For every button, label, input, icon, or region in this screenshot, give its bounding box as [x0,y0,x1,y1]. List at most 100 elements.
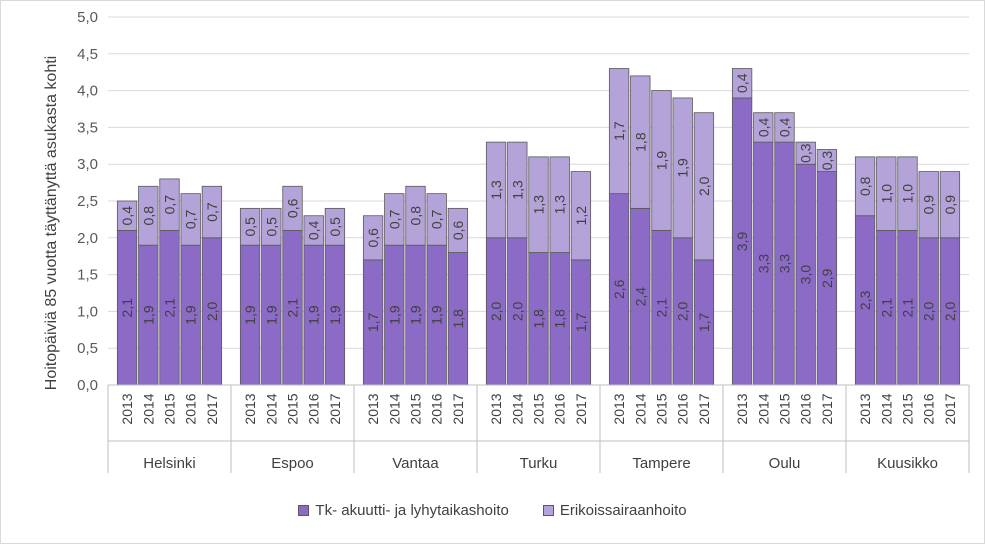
bar-segment-erikoissairaanhoito [854,156,876,217]
x-tick-label-year: 2016 [183,393,199,424]
bar-segment-erikoissairaanhoito [731,68,753,99]
bar-segment-erikoissairaanhoito [608,68,630,195]
x-tick-label-year: 2015 [408,393,424,424]
data-label-tk: 2,0 [675,301,691,321]
legend-swatch-tk [298,505,310,516]
bar-segment-erikoissairaanhoito [362,215,384,261]
bar-segment-erikoissairaanhoito [159,178,180,231]
y-tick-label: 0,0 [77,377,98,394]
data-label-erikoissairaanhoito: 0,7 [183,209,199,229]
data-label-erikoissairaanhoito: 0,7 [386,209,402,229]
data-label-erikoissairaanhoito: 2,0 [696,176,712,196]
data-label-tk: 2,9 [819,268,835,288]
data-label-erikoissairaanhoito: 1,7 [611,121,627,141]
data-label-tk: 1,9 [306,305,322,325]
data-label-tk: 1,9 [386,305,402,325]
data-label-erikoissairaanhoito: 0,8 [408,206,424,226]
data-label-erikoissairaanhoito: 1,8 [632,132,648,152]
data-label-tk: 1,9 [242,305,258,325]
bar-segment-erikoissairaanhoito [282,185,303,231]
data-label-erikoissairaanhoito: 0,5 [327,217,343,237]
y-tick-label: 5,0 [77,9,98,26]
x-group-label: Helsinki [143,455,196,472]
bar-segment-erikoissairaanhoito [507,141,528,239]
y-tick-label: 2,0 [77,230,98,247]
bar-segment-erikoissairaanhoito [138,185,159,246]
x-tick-label-year: 2013 [611,393,627,424]
x-tick-label-year: 2015 [654,393,670,424]
bar-segment-erikoissairaanhoito [939,171,961,239]
x-tick-label-year: 2013 [119,393,135,424]
data-label-erikoissairaanhoito: 1,3 [509,180,525,200]
data-label-tk: 2,0 [942,301,958,321]
data-label-tk: 2,6 [611,279,627,299]
x-tick-label-year: 2017 [327,393,343,424]
bar-segment-erikoissairaanhoito [303,215,324,246]
data-label-erikoissairaanhoito: 0,9 [942,195,958,215]
data-label-erikoissairaanhoito: 0,4 [777,117,793,137]
data-label-erikoissairaanhoito: 0,6 [285,198,301,218]
x-tick-label-year: 2017 [204,393,220,424]
x-tick-label-year: 2014 [386,393,402,424]
x-tick-label-year: 2013 [734,393,750,424]
bar-segment-erikoissairaanhoito [447,207,469,253]
x-group-label: Oulu [769,455,801,472]
x-tick-label-year: 2017 [450,393,466,424]
x-group-label: Kuusikko [877,455,938,472]
data-label-tk: 1,8 [531,309,547,329]
bar-segment-erikoissairaanhoito [693,112,715,261]
x-group-label: Vantaa [392,455,439,472]
bar-segment-erikoissairaanhoito [426,193,447,246]
data-label-tk: 2,0 [488,301,504,321]
legend: Tk- akuutti- ja lyhytaikashoito Erikoiss… [0,502,985,519]
data-label-tk: 3,9 [734,232,750,252]
x-tick-label-year: 2014 [263,393,279,424]
data-label-tk: 1,9 [140,305,156,325]
data-label-tk: 2,0 [921,301,937,321]
bar-segment-erikoissairaanhoito [918,171,939,239]
x-tick-label-year: 2013 [488,393,504,424]
x-tick-label-year: 2017 [819,393,835,424]
x-tick-label-year: 2017 [573,393,589,424]
x-tick-label-year: 2013 [242,393,258,424]
legend-item-erikoissairaanhoito: Erikoissairaanhoito [542,502,687,519]
y-axis-title: Hoitopäiviä 85 vuotta täyttänyttä asukas… [43,56,60,390]
x-tick-label-year: 2013 [857,393,873,424]
data-label-tk: 1,9 [263,305,279,325]
data-label-tk: 2,1 [878,298,894,318]
data-label-tk: 2,1 [900,298,916,318]
data-label-tk: 2,1 [119,298,135,318]
bar-segment-erikoissairaanhoito [324,207,346,246]
x-tick-label-year: 2016 [675,393,691,424]
data-label-tk: 2,3 [857,290,873,310]
data-label-tk: 1,9 [327,305,343,325]
legend-item-tk: Tk- akuutti- ja lyhytaikashoito [298,502,509,519]
y-tick-label: 2,5 [77,193,98,210]
data-label-erikoissairaanhoito: 0,6 [450,220,466,240]
x-tick-label-year: 2015 [900,393,916,424]
data-label-tk: 1,7 [573,312,589,332]
data-label-tk: 1,9 [408,305,424,325]
data-label-tk: 1,8 [552,309,568,329]
bar-segment-erikoissairaanhoito [672,97,693,239]
data-label-erikoissairaanhoito: 1,3 [531,195,547,215]
x-tick-label-year: 2015 [777,393,793,424]
data-label-erikoissairaanhoito: 0,3 [798,143,814,163]
bar-segment-erikoissairaanhoito [528,156,549,253]
x-tick-label-year: 2014 [509,393,525,424]
x-group-label: Turku [520,455,558,472]
bar-segment-erikoissairaanhoito [116,200,138,231]
y-tick-label: 0,5 [77,340,98,357]
data-label-erikoissairaanhoito: 1,2 [573,206,589,226]
bar-segment-erikoissairaanhoito [549,156,570,253]
y-tick-label: 1,0 [77,303,98,320]
x-tick-label-year: 2017 [942,393,958,424]
bar-segment-erikoissairaanhoito [180,193,201,246]
data-label-tk: 1,7 [365,312,381,332]
x-group-label: Tampere [632,455,690,472]
data-label-tk: 1,9 [183,305,199,325]
bar-segment-erikoissairaanhoito [651,90,672,231]
bar-segment-erikoissairaanhoito [816,149,838,172]
